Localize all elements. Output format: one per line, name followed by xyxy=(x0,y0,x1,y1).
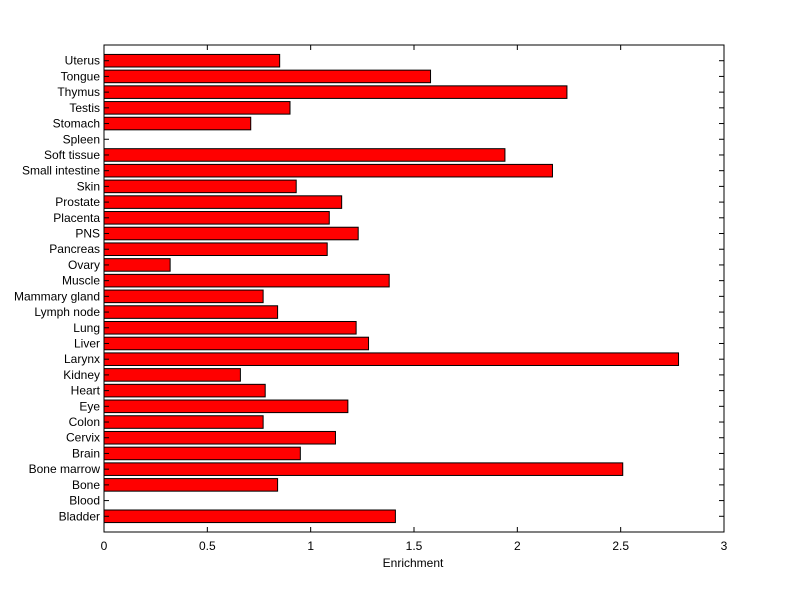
bar-heart xyxy=(103,383,266,398)
y-tick-label: Prostate xyxy=(55,195,100,209)
y-tick-label: Skin xyxy=(77,179,100,193)
y-tick-label: Heart xyxy=(71,384,101,398)
bar-kidney xyxy=(103,368,241,382)
x-tick-label: 2.5 xyxy=(612,539,629,553)
bar-placenta xyxy=(103,211,330,225)
y-tick-label: Bone marrow xyxy=(29,462,101,476)
y-tick-label: Uterus xyxy=(65,54,100,68)
y-tick-label: Larynx xyxy=(64,352,100,366)
x-tick-label: 2 xyxy=(514,539,521,553)
y-tick-label: Ovary xyxy=(68,258,100,272)
y-tick-label: Bladder xyxy=(59,509,100,523)
bar-pns xyxy=(103,226,359,241)
y-tick-label: Bone xyxy=(72,478,100,492)
y-tick-label: Thymus xyxy=(57,85,100,99)
bar-lymph-node xyxy=(103,305,279,319)
y-tick-label: Placenta xyxy=(53,211,100,225)
y-tick-label: Small intestine xyxy=(22,164,100,178)
y-tick-label: Spleen xyxy=(63,132,100,146)
plot-frame xyxy=(103,44,725,533)
bar-eye xyxy=(103,399,349,414)
bar-pancreas xyxy=(103,242,328,257)
y-tick-label: Eye xyxy=(79,399,100,413)
y-tick-label: Pancreas xyxy=(49,242,100,256)
y-tick-label: Kidney xyxy=(63,368,100,382)
y-tick-label: Tongue xyxy=(61,69,101,83)
y-tick-label: PNS xyxy=(75,227,100,241)
y-tick-label: Blood xyxy=(69,494,100,508)
bar-small-intestine xyxy=(103,163,553,178)
bar-prostate xyxy=(103,195,343,209)
y-tick-label: Muscle xyxy=(62,274,100,288)
bar-skin xyxy=(103,179,297,194)
y-tick-label: Lymph node xyxy=(34,305,100,319)
bar-bone-marrow xyxy=(103,462,624,476)
bar-testis xyxy=(103,101,291,115)
x-tick-label: 1 xyxy=(307,539,314,553)
bar-bone xyxy=(103,478,279,492)
y-tick-label: Colon xyxy=(69,415,100,429)
bar-brain xyxy=(103,446,301,461)
x-tick-label: 0 xyxy=(101,539,108,553)
x-axis-label: Enrichment xyxy=(383,556,444,570)
x-tick-label: 0.5 xyxy=(199,539,216,553)
bar-ovary xyxy=(103,258,171,272)
bar-muscle xyxy=(103,273,390,288)
bar-lung xyxy=(103,320,357,335)
bar-soft-tissue xyxy=(103,148,506,162)
x-tick-label: 1.5 xyxy=(406,539,423,553)
bar-stomach xyxy=(103,116,252,131)
bar-thymus xyxy=(103,85,568,99)
x-tick-label: 3 xyxy=(721,539,728,553)
y-tick-label: Cervix xyxy=(66,431,100,445)
bar-colon xyxy=(103,415,264,429)
bar-tongue xyxy=(103,69,432,84)
y-tick-label: Soft tissue xyxy=(44,148,100,162)
bar-mammary-gland xyxy=(103,289,264,304)
bar-uterus xyxy=(103,53,281,68)
bar-bladder xyxy=(103,509,396,524)
bar-liver xyxy=(103,336,370,351)
y-tick-label: Stomach xyxy=(53,117,100,131)
y-tick-label: Mammary gland xyxy=(14,289,100,303)
y-tick-label: Lung xyxy=(73,321,100,335)
bar-cervix xyxy=(103,430,336,445)
y-tick-label: Brain xyxy=(72,446,100,460)
bar-larynx xyxy=(103,352,680,366)
y-tick-label: Testis xyxy=(69,101,100,115)
y-tick-label: Liver xyxy=(74,336,100,350)
